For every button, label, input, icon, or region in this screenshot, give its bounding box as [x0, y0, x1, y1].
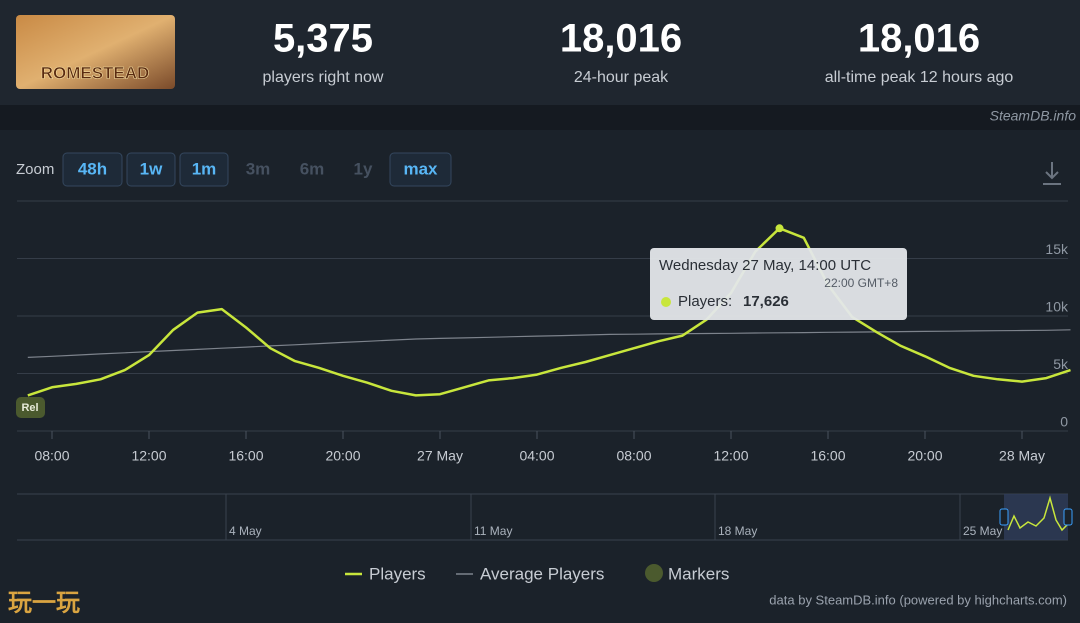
zoom-button-label: max	[403, 159, 438, 178]
stat-value: 5,375	[273, 17, 373, 61]
x-tick-label: 27 May	[417, 448, 463, 464]
x-tick-label: 20:00	[907, 448, 942, 464]
stat-value: 18,016	[858, 17, 980, 61]
x-tick-label: 20:00	[325, 448, 360, 464]
legend-symbol	[645, 564, 663, 582]
x-tick-label: 16:00	[810, 448, 845, 464]
zoom-button-label: 1w	[140, 159, 163, 178]
zoom-button-label: 6m	[300, 159, 325, 178]
navigator-label: 11 May	[474, 524, 512, 538]
navigator-series	[1007, 495, 1069, 532]
header-panel	[0, 0, 1080, 105]
series-line	[27, 329, 1071, 358]
legend-label[interactable]: Markers	[668, 564, 729, 583]
site-watermark: 玩一玩	[8, 589, 80, 616]
y-tick-label: 15k	[1045, 241, 1069, 257]
game-logo-text: ROMESTEAD	[41, 63, 150, 82]
tooltip-subtitle: 22:00 GMT+8	[824, 276, 898, 290]
tooltip-title: Wednesday 27 May, 14:00 UTC	[659, 257, 871, 274]
stat-label: all-time peak 12 hours ago	[825, 69, 1014, 86]
zoom-button-label: 48h	[78, 159, 107, 178]
navigator-handle[interactable]	[999, 508, 1009, 526]
stat-label: players right now	[263, 69, 384, 86]
x-tick-label: 16:00	[228, 448, 263, 464]
y-tick-label: 0	[1060, 414, 1068, 430]
game-logo	[16, 15, 175, 89]
zoom-label: Zoom	[16, 161, 54, 178]
credits: data by SteamDB.info (powered by highcha…	[769, 592, 1067, 607]
x-tick-label: 12:00	[131, 448, 166, 464]
legend-label[interactable]: Players	[369, 564, 426, 583]
zoom-button-label: 1y	[354, 159, 373, 178]
zoom-button-label: 1m	[192, 159, 217, 178]
tooltip-label: Players:	[678, 293, 732, 310]
zoom-button[interactable]	[126, 152, 176, 187]
navigator-label: 25 May	[963, 524, 1002, 538]
zoom-button[interactable]	[389, 152, 452, 187]
stat-value: 18,016	[560, 17, 682, 61]
stat-label: 24-hour peak	[574, 69, 669, 86]
x-tick-label: 28 May	[999, 448, 1045, 464]
watermark: SteamDB.info	[990, 108, 1077, 124]
x-tick-label: 04:00	[519, 448, 554, 464]
legend-label[interactable]: Average Players	[480, 564, 604, 583]
download-icon[interactable]	[1043, 162, 1061, 185]
marker	[16, 397, 45, 418]
tooltip-dot	[661, 297, 671, 307]
navigator-handle[interactable]	[1063, 508, 1073, 526]
zoom-button[interactable]	[62, 152, 123, 187]
x-tick-label: 08:00	[34, 448, 69, 464]
tooltip	[650, 248, 907, 320]
zoom-button[interactable]	[179, 152, 229, 187]
y-tick-label: 10k	[1045, 299, 1069, 315]
tooltip-value: 17,626	[743, 293, 789, 310]
series-line	[27, 227, 1071, 397]
hover-point	[775, 224, 784, 233]
y-tick-label: 5k	[1053, 356, 1069, 372]
navigator-label: 18 May	[718, 524, 757, 538]
x-tick-label: 12:00	[713, 448, 748, 464]
marker-label: Rel	[21, 402, 38, 414]
zoom-button-label: 3m	[246, 159, 271, 178]
navigator-label: 4 May	[229, 524, 262, 538]
chart-panel	[0, 130, 1080, 623]
x-tick-label: 08:00	[616, 448, 651, 464]
